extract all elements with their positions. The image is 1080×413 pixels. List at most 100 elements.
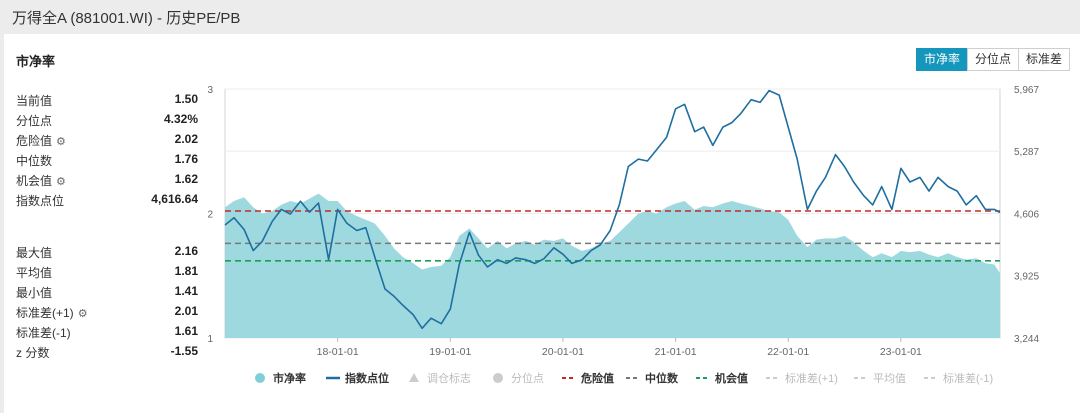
stat-row: z 分数 -1.55 xyxy=(16,342,198,362)
stat-label: 标准差(+1) ⚙ xyxy=(16,304,88,321)
stat-value: 1.41 xyxy=(174,284,198,298)
stat-row: 当前值 1.50 xyxy=(16,90,198,110)
stat-value: -1.55 xyxy=(170,344,198,358)
legend-item-调仓标志[interactable]: 调仓标志 xyxy=(409,371,471,385)
legend-label: 指数点位 xyxy=(345,371,389,385)
legend-label: 市净率 xyxy=(273,371,306,385)
stat-row: 分位点 4.32% xyxy=(16,110,198,130)
x-tick-label: 18-01-01 xyxy=(317,346,359,358)
stat-label: 中位数 xyxy=(16,152,52,169)
x-tick-label: 22-01-01 xyxy=(767,346,809,358)
y-right-tick-label: 3,244 xyxy=(1014,334,1039,345)
legend-item-标准差(-1)[interactable]: 标准差(-1) xyxy=(924,371,993,385)
stat-row: 危险值 ⚙ 2.02 xyxy=(16,130,198,150)
legend-label: 中位数 xyxy=(645,371,679,385)
stat-label: 最小值 xyxy=(16,284,52,301)
stat-value: 2.01 xyxy=(174,304,198,318)
tab-percentile[interactable]: 分位点 xyxy=(966,48,1019,71)
stat-value: 4,616.64 xyxy=(151,192,198,206)
legend-label: 标准差(-1) xyxy=(943,371,993,385)
stat-value: 2.16 xyxy=(174,244,198,258)
view-tabs: 市净率 分位点 标准差 xyxy=(915,48,1070,71)
y-right-tick-label: 4,606 xyxy=(1014,209,1039,220)
window-title: 万得全A (881001.WI) - 历史PE/PB xyxy=(12,10,241,27)
chart-panel: 市净率 市净率 分位点 标准差 当前值 1.50 分位点 4.32% 危险值 ⚙ 2.02 中… xyxy=(4,34,1080,413)
legend-label: 危险值 xyxy=(580,371,614,385)
tab-pb[interactable]: 市净率 xyxy=(915,48,968,71)
stat-label-text: 平均值 xyxy=(16,266,53,280)
window-title-bar: 万得全A (881001.WI) - 历史PE/PB xyxy=(0,0,1080,33)
legend-item-分位点[interactable]: 分位点 xyxy=(493,371,544,385)
legend-item-平均值[interactable]: 平均值 xyxy=(854,372,906,385)
stats-bottom-list: 最大值 2.16 平均值 1.81 最小值 1.41 标准差(+1) ⚙ 2.01 标准差(-1)… xyxy=(16,242,198,362)
legend-label: 平均值 xyxy=(873,372,906,385)
y-left-tick-label: 2 xyxy=(207,210,213,221)
index-line xyxy=(224,89,1001,330)
y-left-tick-label: 3 xyxy=(207,85,213,96)
stat-row: 指数点位 4,616.64 xyxy=(16,190,198,210)
stat-label-text: 机会值 xyxy=(16,174,53,188)
panel-title: 市净率 xyxy=(16,54,56,69)
stat-label-text: z 分数 xyxy=(16,346,50,360)
y-right-tick-label: 5,287 xyxy=(1014,147,1039,158)
stat-row: 平均值 1.81 xyxy=(16,262,198,282)
stat-label-text: 指数点位 xyxy=(16,194,65,208)
stat-value: 2.02 xyxy=(174,132,198,146)
x-tick-label: 20-01-01 xyxy=(542,346,584,358)
legend-label: 调仓标志 xyxy=(427,371,471,385)
stat-label: z 分数 xyxy=(16,344,49,361)
stat-row: 最大值 2.16 xyxy=(16,242,198,262)
legend-item-标准差(+1)[interactable]: 标准差(+1) xyxy=(766,371,838,385)
stat-value: 1.81 xyxy=(174,264,198,278)
legend-item-指数点位[interactable]: 指数点位 xyxy=(326,371,389,385)
stat-label-text: 危险值 xyxy=(16,134,53,148)
legend-marker xyxy=(493,373,503,383)
y-left-tick-label: 1 xyxy=(207,334,213,345)
stat-label-text: 标准差(-1) xyxy=(16,326,71,340)
stat-value: 4.32% xyxy=(163,112,198,126)
stat-label: 最大值 xyxy=(16,244,52,261)
stat-label: 指数点位 xyxy=(16,192,64,209)
legend-label: 标准差(+1) xyxy=(785,371,838,385)
gear-icon[interactable]: ⚙ xyxy=(77,308,88,320)
stat-label-text: 最小值 xyxy=(16,286,53,300)
stat-label: 平均值 xyxy=(16,264,52,281)
stats-top-list: 当前值 1.50 分位点 4.32% 危险值 ⚙ 2.02 中位数 1.76 机会值 ⚙ 1.62 指数… xyxy=(16,90,198,210)
x-tick-label: 21-01-01 xyxy=(655,346,697,358)
stat-label-text: 最大值 xyxy=(16,246,53,260)
x-tick-label: 19-01-01 xyxy=(429,346,471,358)
tab-stddev[interactable]: 标准差 xyxy=(1017,48,1070,71)
legend-label: 机会值 xyxy=(715,371,748,385)
stat-value: 1.50 xyxy=(174,92,198,106)
stat-row: 最小值 1.41 xyxy=(16,282,198,302)
stat-value: 1.62 xyxy=(174,172,198,186)
stat-label: 分位点 xyxy=(16,112,52,129)
legend-marker xyxy=(255,373,265,383)
y-right-tick-label: 5,967 xyxy=(1014,85,1039,96)
stat-value: 1.76 xyxy=(174,152,198,166)
stat-value: 1.61 xyxy=(174,324,198,338)
legend-marker xyxy=(409,373,419,382)
stat-label-text: 中位数 xyxy=(16,154,53,168)
stat-label-text: 标准差(+1) xyxy=(16,306,74,320)
pb-chart: 18-01-01 19-01-01 20-01-01 21-01-01 22-01-01… xyxy=(207,85,1039,385)
stat-row: 标准差(+1) ⚙ 2.01 xyxy=(16,302,198,322)
legend-item-危险值[interactable]: 危险值 xyxy=(562,371,614,385)
stat-row: 机会值 ⚙ 1.62 xyxy=(16,170,198,190)
stat-row: 中位数 1.76 xyxy=(16,150,198,170)
legend-item-机会值[interactable]: 机会值 xyxy=(696,371,748,385)
stat-row: 标准差(-1) 1.61 xyxy=(16,322,198,342)
stat-label: 标准差(-1) xyxy=(16,324,71,341)
legend-item-中位数[interactable]: 中位数 xyxy=(626,371,679,385)
legend-label: 分位点 xyxy=(511,371,544,385)
legend-item-市净率[interactable]: 市净率 xyxy=(255,371,306,385)
gear-icon[interactable]: ⚙ xyxy=(56,136,66,148)
stat-label: 机会值 ⚙ xyxy=(16,172,66,189)
gear-icon[interactable]: ⚙ xyxy=(56,176,66,188)
y-right-tick-label: 3,925 xyxy=(1014,272,1039,283)
stat-label: 当前值 xyxy=(16,92,52,109)
pb-area xyxy=(225,193,1000,338)
stat-label: 危险值 ⚙ xyxy=(16,132,66,149)
x-tick-label: 23-01-01 xyxy=(880,346,922,358)
stat-label-text: 分位点 xyxy=(16,114,53,128)
